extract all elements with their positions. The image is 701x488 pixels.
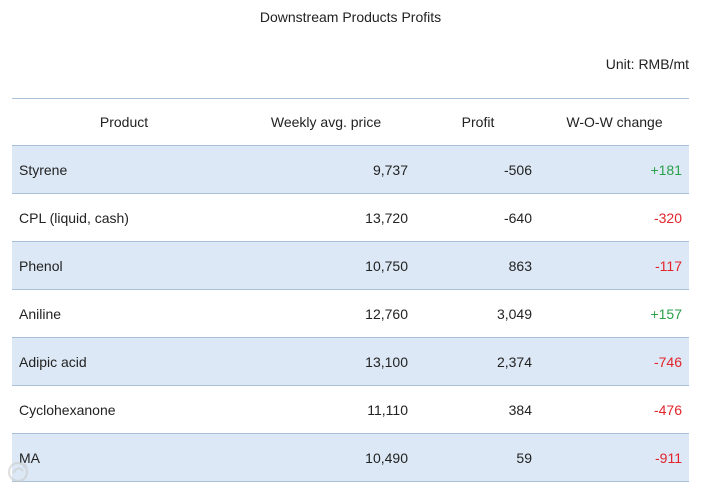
profit-cell: 384 [508,401,532,418]
weekly-avg-price-cell: 10,750 [365,257,408,274]
weekly-avg-price-cell: 9,737 [372,161,408,178]
weekly-avg-price-cell: 10,490 [365,449,408,466]
table-row: Adipic acid 13,100 2,374 -746 [12,338,689,386]
product-cell: Cyclohexanone [19,401,116,418]
product-cell: Phenol [19,257,63,274]
unit-label: Unit: RMB/mt [605,56,689,72]
product-cell: Styrene [19,161,68,178]
header-product: Product [99,114,149,130]
weekly-avg-price-cell: 13,720 [365,209,408,226]
profit-cell: -640 [503,209,532,226]
wow-change-cell: -746 [653,353,682,370]
table-row: Cyclohexanone 11,110 384 -476 [12,386,689,434]
wow-change-cell: +157 [650,305,682,322]
product-cell: Aniline [19,305,62,322]
profit-cell: -506 [503,161,532,178]
weekly-avg-price-cell: 11,110 [367,401,408,418]
wow-change-cell: +181 [650,161,682,178]
table-row: Phenol 10,750 863 -117 [12,242,689,290]
wow-change-cell: -320 [653,209,682,226]
table-row: Aniline 12,760 3,049 +157 [12,290,689,338]
watermark [6,460,32,484]
header-profit: Profit [461,114,495,130]
weekly-avg-price-cell: 13,100 [365,353,408,370]
table-title: Downstream Products Profits [259,9,442,25]
product-cell: MA [19,449,40,466]
profit-cell: 59 [516,449,532,466]
table-row: CPL (liquid, cash) 13,720 -640 -320 [12,194,689,242]
table-row: Styrene 9,737 -506 +181 [12,146,689,194]
wow-change-cell: -911 [655,449,682,466]
profit-cell: 2,374 [496,353,532,370]
table-row: MA 10,490 59 -911 [12,434,689,482]
table-header-row: Product Weekly avg. price Profit W-O-W c… [12,98,689,146]
profits-table: Product Weekly avg. price Profit W-O-W c… [12,98,689,482]
weekly-avg-price-cell: 12,760 [365,305,408,322]
wow-change-cell: -117 [655,257,682,274]
profit-cell: 3,049 [496,305,532,322]
watermark-logo-icon [7,461,29,483]
product-cell: Adipic acid [19,353,87,370]
wow-change-cell: -476 [653,401,682,418]
header-weekly-avg-price: Weekly avg. price [270,114,382,130]
profit-cell: 863 [508,257,532,274]
product-cell: CPL (liquid, cash) [19,209,129,226]
header-wow-change: W-O-W change [566,114,663,130]
